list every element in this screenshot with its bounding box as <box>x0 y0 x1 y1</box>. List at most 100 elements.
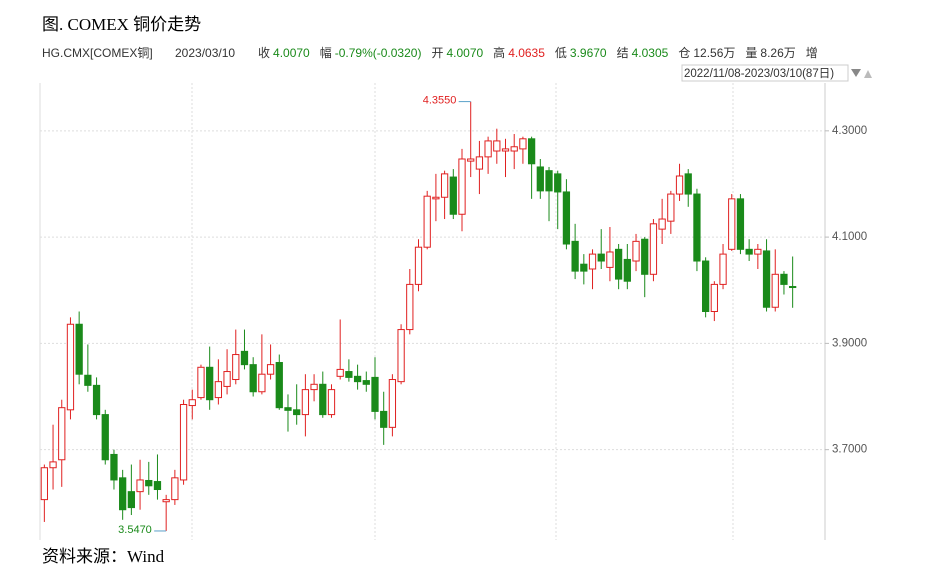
quote-label: 收 <box>258 46 270 60</box>
range: 2022/11/08-2023/03/10(87日) <box>684 68 834 80</box>
candle-body <box>562 191 571 245</box>
candle-body <box>362 380 370 385</box>
candle-body <box>119 477 127 511</box>
candle-body <box>440 173 449 198</box>
candle-body <box>632 240 640 262</box>
candle-body <box>414 246 423 285</box>
quote-date: 2023/03/10 <box>175 46 235 60</box>
candle-body <box>606 251 614 268</box>
quote-value: 4.0070 <box>446 46 483 60</box>
candle-body <box>406 283 414 331</box>
candle-body <box>284 407 292 411</box>
candle-body <box>702 260 710 313</box>
quote-value: -0.79%(-0.0320) <box>335 46 422 60</box>
candle-body <box>249 364 257 393</box>
quote-value: 4.0070 <box>273 46 310 60</box>
candle-body <box>319 383 327 416</box>
quote-value: 8.26万 <box>760 46 795 60</box>
annotation-label: 3.5470 <box>118 524 152 536</box>
candle-body <box>353 375 362 383</box>
candle-body <box>649 223 658 275</box>
symbol: HG.CMX[COMEX铜] <box>42 45 153 60</box>
candle-body <box>49 461 57 469</box>
candle-body <box>432 196 440 200</box>
candle-body <box>588 253 597 270</box>
quote-label: 开 <box>431 46 443 60</box>
quote-value: 4.0305 <box>632 46 669 60</box>
quote-bar: 收 4.0070 幅 -0.79%(-0.0320) 开 4.0070 高 4.0635 低 3.… <box>258 45 818 60</box>
candle-body <box>762 250 771 308</box>
candle-body <box>206 366 214 401</box>
candle-body <box>188 399 196 407</box>
chart-title: 图. COMEX 铜价走势 <box>42 15 201 34</box>
candle-body <box>623 258 631 282</box>
candle-body <box>214 381 223 399</box>
range-box <box>681 64 849 82</box>
quote-value: 4.0635 <box>508 46 545 60</box>
candle-body <box>336 368 344 377</box>
candle-body <box>397 329 405 383</box>
candle-body <box>92 384 101 416</box>
quote-label: 高 <box>493 45 505 60</box>
quote-label: 低 <box>555 46 567 60</box>
candle-body <box>371 376 379 412</box>
candle-body <box>545 170 553 192</box>
candle-body <box>232 354 240 381</box>
candle-body <box>484 140 492 158</box>
candle-body <box>527 138 536 165</box>
candle-body <box>40 467 48 501</box>
source: 资料来源：Wind <box>42 547 165 566</box>
candle-body <box>162 499 170 503</box>
candle-body <box>449 176 457 215</box>
candle-body <box>136 479 144 493</box>
y-tick-label: 4.1000 <box>832 231 867 243</box>
candle-body <box>266 364 275 375</box>
candle-body <box>75 323 83 375</box>
candle-body <box>240 350 249 366</box>
quote-label: 仓 <box>678 46 690 60</box>
candle-body <box>388 379 397 428</box>
candle-body <box>780 273 788 285</box>
candle-body <box>475 156 484 170</box>
quote-value: 3.9670 <box>570 46 607 60</box>
candle-body <box>275 362 283 409</box>
quote-label: 增 <box>806 46 818 60</box>
candle-body <box>771 273 779 308</box>
candle-body <box>728 198 736 250</box>
candle-body <box>310 383 318 391</box>
candle-body <box>145 479 153 487</box>
candle-body <box>423 195 431 248</box>
range-dropdown[interactable] <box>851 69 861 77</box>
candle-body <box>101 414 109 461</box>
candle-body <box>258 373 266 393</box>
candle-body <box>458 158 466 215</box>
candle-body <box>110 453 118 481</box>
candle-body <box>301 389 310 416</box>
candle-body <box>641 238 649 275</box>
candle-body <box>66 323 75 411</box>
candle-body <box>171 477 179 501</box>
quote-value: 12.56万 <box>693 46 735 60</box>
candle-body <box>493 140 501 152</box>
candle-body <box>197 366 205 399</box>
candle-body <box>658 218 666 230</box>
candle-body <box>510 146 518 152</box>
quote-label: 幅 <box>320 45 332 60</box>
candle-body <box>710 283 718 312</box>
range-arrow <box>864 70 872 78</box>
candle-body <box>501 148 510 152</box>
quote-label: 量 <box>745 46 757 60</box>
candle-body <box>179 403 188 481</box>
candle-body <box>519 138 527 150</box>
candle-body <box>667 193 675 222</box>
candle-body <box>58 407 66 461</box>
y-tick-label: 3.7000 <box>832 444 867 456</box>
candle-body <box>719 253 727 285</box>
candle-body <box>684 173 692 195</box>
candle-body <box>789 286 797 289</box>
candle-body <box>693 193 701 262</box>
candle-body <box>536 166 544 192</box>
candle-body <box>614 248 623 280</box>
y-tick-label: 4.3000 <box>832 125 867 137</box>
